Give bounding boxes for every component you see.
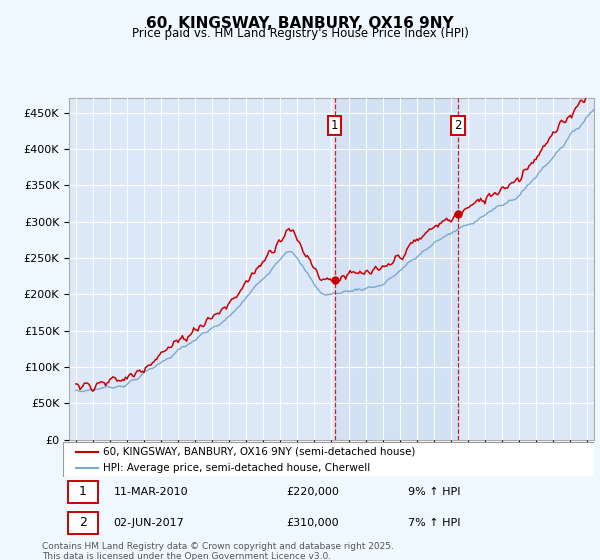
Bar <box>68 480 98 503</box>
Text: Price paid vs. HM Land Registry's House Price Index (HPI): Price paid vs. HM Land Registry's House … <box>131 27 469 40</box>
Text: 9% ↑ HPI: 9% ↑ HPI <box>408 487 461 497</box>
Text: 2: 2 <box>79 516 87 529</box>
Text: £220,000: £220,000 <box>286 487 339 497</box>
Text: 60, KINGSWAY, BANBURY, OX16 9NY: 60, KINGSWAY, BANBURY, OX16 9NY <box>146 16 454 31</box>
Text: 1: 1 <box>331 119 338 132</box>
Text: HPI: Average price, semi-detached house, Cherwell: HPI: Average price, semi-detached house,… <box>103 463 370 473</box>
Text: 02-JUN-2017: 02-JUN-2017 <box>113 518 184 528</box>
Text: Contains HM Land Registry data © Crown copyright and database right 2025.
This d: Contains HM Land Registry data © Crown c… <box>42 542 394 560</box>
Bar <box>335 98 458 440</box>
Text: 11-MAR-2010: 11-MAR-2010 <box>113 487 188 497</box>
Text: 2: 2 <box>454 119 462 132</box>
Text: 1: 1 <box>79 485 87 498</box>
Text: 60, KINGSWAY, BANBURY, OX16 9NY (semi-detached house): 60, KINGSWAY, BANBURY, OX16 9NY (semi-de… <box>103 447 415 457</box>
Bar <box>68 512 98 534</box>
Text: £310,000: £310,000 <box>286 518 338 528</box>
Text: 7% ↑ HPI: 7% ↑ HPI <box>408 518 461 528</box>
